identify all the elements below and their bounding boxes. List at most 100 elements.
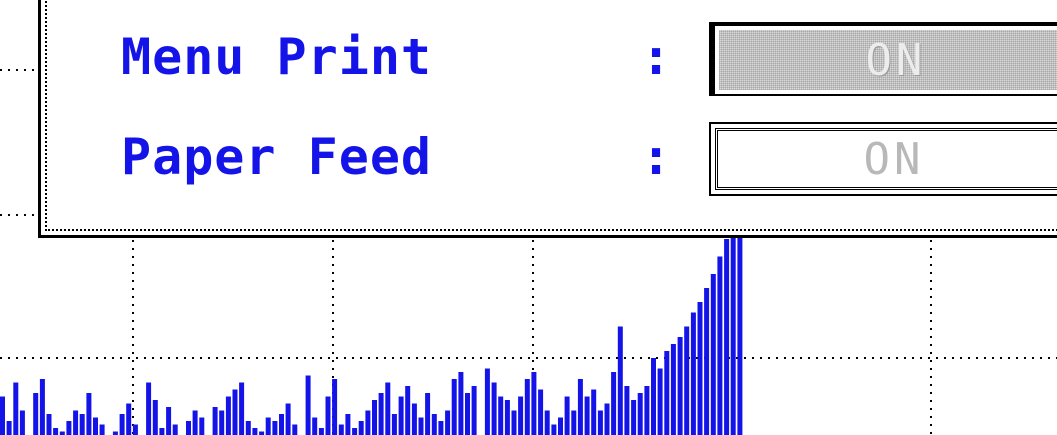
setting-label-menu-print: Menu Print	[121, 28, 433, 86]
spectrum-bar	[79, 414, 85, 435]
menu-print-toggle[interactable]: ON	[709, 22, 1057, 96]
spectrum-bar	[53, 428, 59, 435]
spectrum-bar	[225, 396, 231, 435]
spectrum-bar	[292, 424, 298, 435]
setting-label-paper-feed: Paper Feed	[121, 128, 433, 186]
spectrum-bar	[498, 396, 504, 435]
spectrum-bar	[132, 424, 138, 435]
spectrum-bar	[338, 424, 344, 435]
spectrum-bar	[584, 396, 590, 435]
spectrum-bar	[518, 396, 524, 435]
spectrum-bar	[471, 386, 477, 435]
spectrum-bar	[259, 431, 265, 435]
spectrum-bar	[484, 368, 490, 435]
spectrum-bar	[664, 351, 670, 435]
spectrum-bar	[604, 403, 610, 435]
spectrum-bar	[66, 421, 72, 435]
spectrum-bar	[46, 414, 52, 435]
spectrum-bar	[6, 421, 12, 435]
spectrum-bar	[318, 428, 324, 435]
spectrum-bar	[677, 337, 683, 435]
spectrum-bar	[431, 414, 437, 435]
spectrum-bar	[730, 221, 736, 435]
spectrum-bar	[358, 421, 364, 435]
spectrum-bar	[717, 256, 723, 435]
paper-feed-toggle-value: ON	[715, 128, 1057, 190]
spectrum-bar	[232, 389, 238, 435]
spectrum-bar	[186, 421, 191, 435]
spectrum-bar	[252, 428, 258, 435]
spectrum-bar	[710, 274, 716, 435]
spectrum-bar	[724, 239, 730, 435]
spectrum-bar	[265, 417, 271, 435]
spectrum-bar	[670, 344, 676, 435]
spectrum-bar	[538, 389, 544, 435]
spectrum-bar	[398, 396, 404, 435]
spectrum-bar	[19, 410, 25, 435]
spectrum-bar	[126, 403, 132, 435]
spectrum-bar	[192, 410, 198, 435]
spectrum-bar	[305, 375, 311, 435]
spectrum-bar	[411, 403, 417, 435]
spectrum-bar	[737, 211, 743, 435]
spectrum-bar	[39, 379, 45, 435]
spectrum-bar	[378, 393, 384, 435]
spectrum-bar	[491, 382, 497, 435]
spectrum-bar	[279, 414, 284, 435]
spectrum-bar	[697, 302, 703, 435]
paper-feed-toggle[interactable]: ON	[709, 122, 1057, 196]
spectrum-bar	[152, 400, 158, 435]
spectrum-bar	[73, 410, 79, 435]
spectrum-bar	[451, 379, 457, 435]
spectrum-bar	[524, 379, 530, 435]
spectrum-bar	[59, 431, 65, 435]
spectrum-bar	[365, 410, 371, 435]
spectrum-bar	[558, 417, 563, 435]
print-settings-dialog: Menu Print : ON Paper Feed : ON	[38, 0, 1057, 238]
spectrum-bar	[591, 389, 597, 435]
spectrum-bar	[577, 379, 583, 435]
menu-print-toggle-value: ON	[719, 30, 1057, 90]
spectrum-bar	[690, 312, 696, 435]
spectrum-bar	[212, 407, 218, 435]
spectrum-bar	[617, 326, 623, 435]
spectrum-bar	[352, 428, 358, 435]
setting-separator: :	[641, 128, 672, 186]
spectrum-bar	[458, 372, 464, 435]
spectrum-bar	[345, 414, 351, 435]
spectrum-bar	[571, 410, 577, 435]
spectrum-bar	[33, 393, 39, 435]
spectrum-bar	[119, 414, 125, 435]
spectrum-bar	[385, 382, 391, 435]
spectrum-bar	[99, 424, 105, 435]
spectrum-bar	[465, 393, 470, 435]
spectrum-bar	[684, 326, 690, 435]
spectrum-bar	[504, 400, 510, 435]
spectrum-bar	[438, 421, 444, 435]
spectrum-bar	[372, 400, 377, 435]
spectrum-bar	[425, 393, 431, 435]
spectrum-bar	[245, 421, 251, 435]
setting-row-paper-feed: Paper Feed : ON	[121, 122, 1057, 196]
spectrum-bar	[13, 382, 19, 435]
spectrum-bars	[0, 211, 743, 435]
spectrum-bar	[312, 417, 318, 435]
spectrum-bar	[631, 400, 637, 435]
spectrum-bar	[531, 372, 537, 435]
spectrum-bar	[637, 393, 643, 435]
spectrum-bar	[219, 410, 225, 435]
spectrum-bar	[418, 417, 424, 435]
spectrum-bar	[651, 358, 656, 435]
spectrum-bar	[172, 424, 178, 435]
setting-row-menu-print: Menu Print : ON	[121, 22, 1057, 96]
spectrum-bar	[644, 386, 650, 435]
spectrum-bar	[544, 410, 550, 435]
spectrum-bar	[112, 431, 118, 435]
spectrum-bar	[166, 407, 172, 435]
spectrum-bar	[511, 410, 517, 435]
spectrum-bar	[199, 417, 205, 435]
spectrum-bar	[272, 421, 278, 435]
spectrum-bar	[285, 403, 291, 435]
spectrum-bar	[93, 417, 98, 435]
